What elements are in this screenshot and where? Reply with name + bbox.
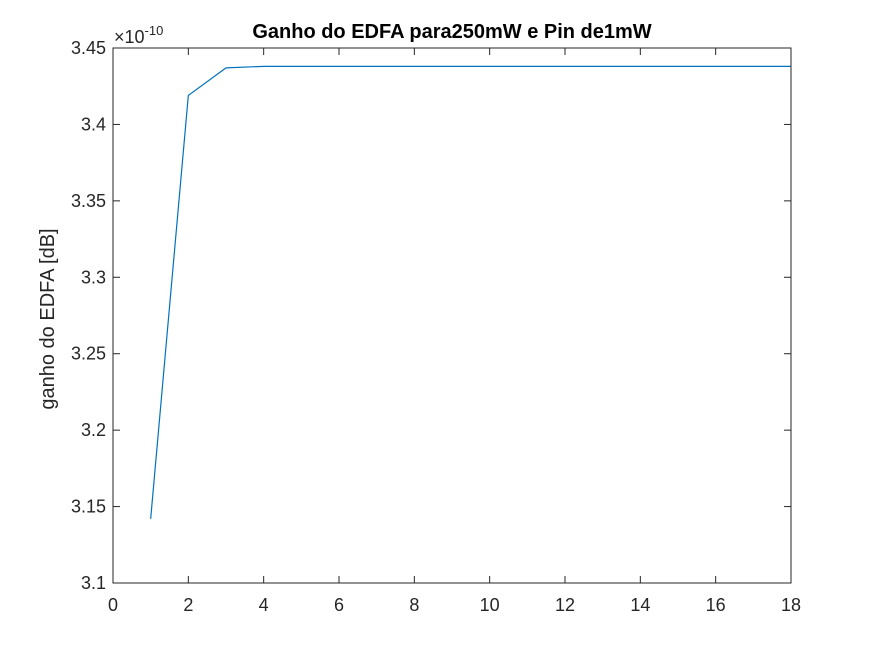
y-tick-label: 3.45 (71, 38, 106, 58)
y-exponent-base: ×10 (114, 27, 145, 47)
x-tick-label: 10 (480, 595, 500, 615)
x-tick-label: 6 (334, 595, 344, 615)
y-tick-label: 3.2 (81, 420, 106, 440)
y-tick-label: 3.15 (71, 497, 106, 517)
x-tick-label: 18 (781, 595, 801, 615)
x-tick-label: 2 (183, 595, 193, 615)
x-tick-label: 0 (108, 595, 118, 615)
y-tick-label: 3.25 (71, 344, 106, 364)
y-exponent-power: -10 (145, 23, 164, 38)
x-tick-label: 8 (409, 595, 419, 615)
y-axis-label: ganho do EDFA [dB] (37, 228, 59, 409)
plot-background (113, 48, 791, 583)
axes (112, 47, 792, 584)
plot-area (113, 48, 791, 583)
x-tick-label: 4 (259, 595, 269, 615)
y-axis-exponent: ×10-10 (114, 23, 163, 47)
series-layer (150, 65, 791, 519)
x-tick-label: 16 (706, 595, 726, 615)
y-tick-label: 3.3 (81, 267, 106, 287)
y-tick-label: 3.35 (71, 191, 106, 211)
axes-box (112, 47, 792, 584)
labels: Ganho do EDFA para250mW e Pin de1mW ganh… (37, 21, 652, 410)
series-line (150, 65, 791, 519)
x-tick-label: 14 (630, 595, 650, 615)
y-tick-label: 3.4 (81, 114, 106, 134)
chart-title: Ganho do EDFA para250mW e Pin de1mW (252, 21, 651, 43)
x-tick-label: 12 (555, 595, 575, 615)
ticks: 0 2 4 6 8 10 12 14 16 18 3.1 3.15 3.2 3.25 3.3 3.35 3.4 3… (71, 38, 801, 615)
y-tick-label: 3.1 (81, 573, 106, 593)
